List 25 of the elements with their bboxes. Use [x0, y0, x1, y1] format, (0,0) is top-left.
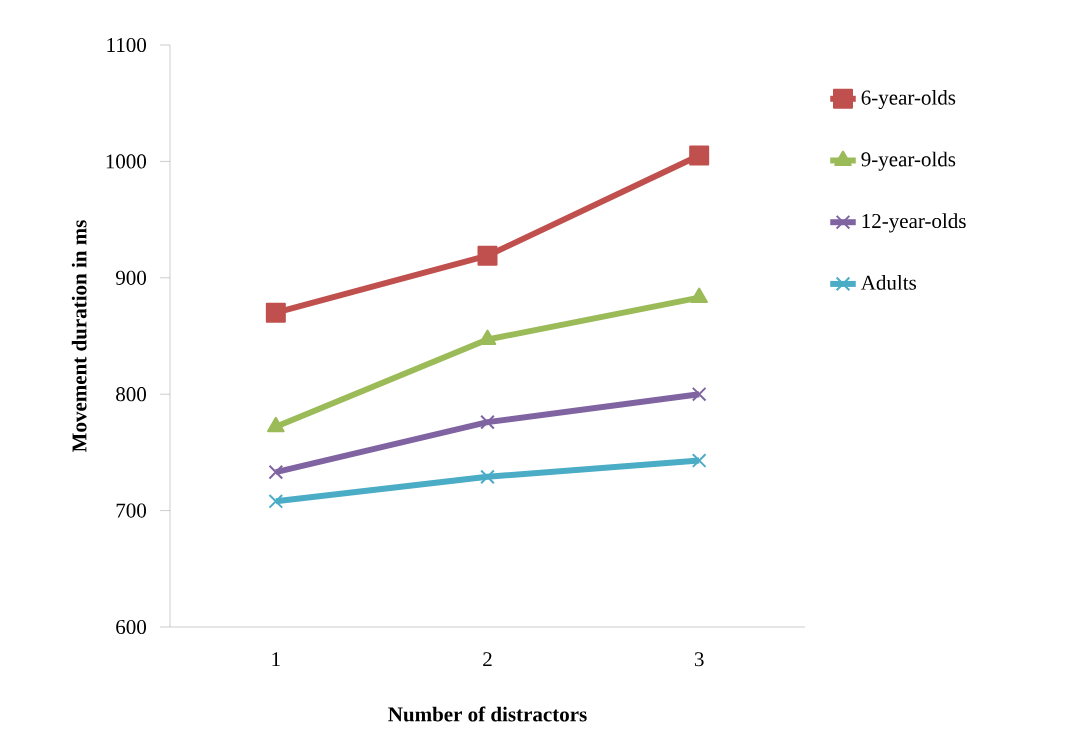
x-tick-label: 1 — [272, 652, 280, 667]
point — [480, 469, 495, 485]
point — [689, 145, 710, 166]
point — [477, 245, 498, 266]
point — [691, 453, 707, 468]
point — [690, 287, 708, 304]
x-axis-title: Number of distractors — [388, 706, 587, 722]
point — [268, 493, 284, 509]
x-tick-label: 2 — [483, 652, 492, 667]
legend-label: 12-year-olds — [862, 213, 966, 233]
y-tick-label: 700 — [116, 503, 146, 518]
legend-label: 6-year-olds — [861, 89, 956, 110]
legend-label: Adults — [860, 275, 916, 290]
y-tick-label: 1100 — [107, 37, 147, 53]
point — [691, 386, 707, 402]
y-tick-label: 900 — [115, 270, 146, 285]
y-tick-label: 600 — [116, 619, 146, 635]
y-tick-label: 800 — [116, 387, 146, 402]
point — [480, 414, 495, 430]
point — [268, 464, 284, 480]
x-tick-label: 3 — [694, 652, 704, 667]
y-tick-label: 1000 — [106, 154, 146, 169]
legend-label: 9-year-olds — [861, 151, 956, 171]
point — [265, 302, 286, 323]
y-axis-title: Movement duration in ms — [71, 220, 87, 453]
